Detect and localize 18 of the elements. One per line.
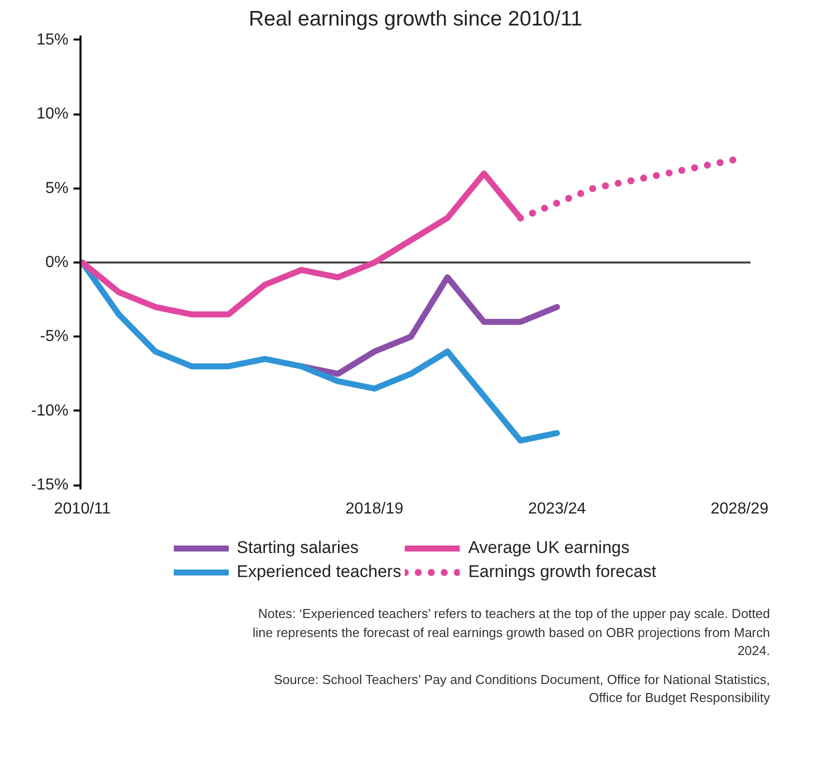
x-tick-label: 2028/29 <box>710 500 769 518</box>
x-tick-label: 2023/24 <box>528 500 586 518</box>
legend-label: Average UK earnings <box>468 538 630 558</box>
y-tick-label: 15% <box>36 31 69 48</box>
x-tick-label: 2010/11 <box>54 500 111 518</box>
y-tick-label: 10% <box>36 106 69 123</box>
x-tick-label: 2018/19 <box>346 500 404 518</box>
chart-title: Real earnings growth since 2010/11 <box>248 8 582 30</box>
y-tick-label: -15% <box>31 476 69 494</box>
text: Notes: ‘Experienced teachers’ refers to teachers at the top of the upper pay scale. Dotted line represents the forecast of real earnings growth based on OBR projections from March 2024. <box>252 605 770 660</box>
legend-label: Starting salaries <box>236 538 359 558</box>
y-tick-label: -5% <box>40 328 68 346</box>
source-note: Source: School Teachers’ Pay and Conditions Document, Office for National Statistics, Office for Budget Responsibility <box>272 670 770 708</box>
y-tick-label: 0% <box>45 254 68 271</box>
legend-label: Experienced teachers <box>236 562 402 582</box>
y-tick-label: -10% <box>31 402 69 420</box>
y-tick-label: 5% <box>45 180 68 197</box>
legend-label: Earnings growth forecast <box>468 562 656 582</box>
